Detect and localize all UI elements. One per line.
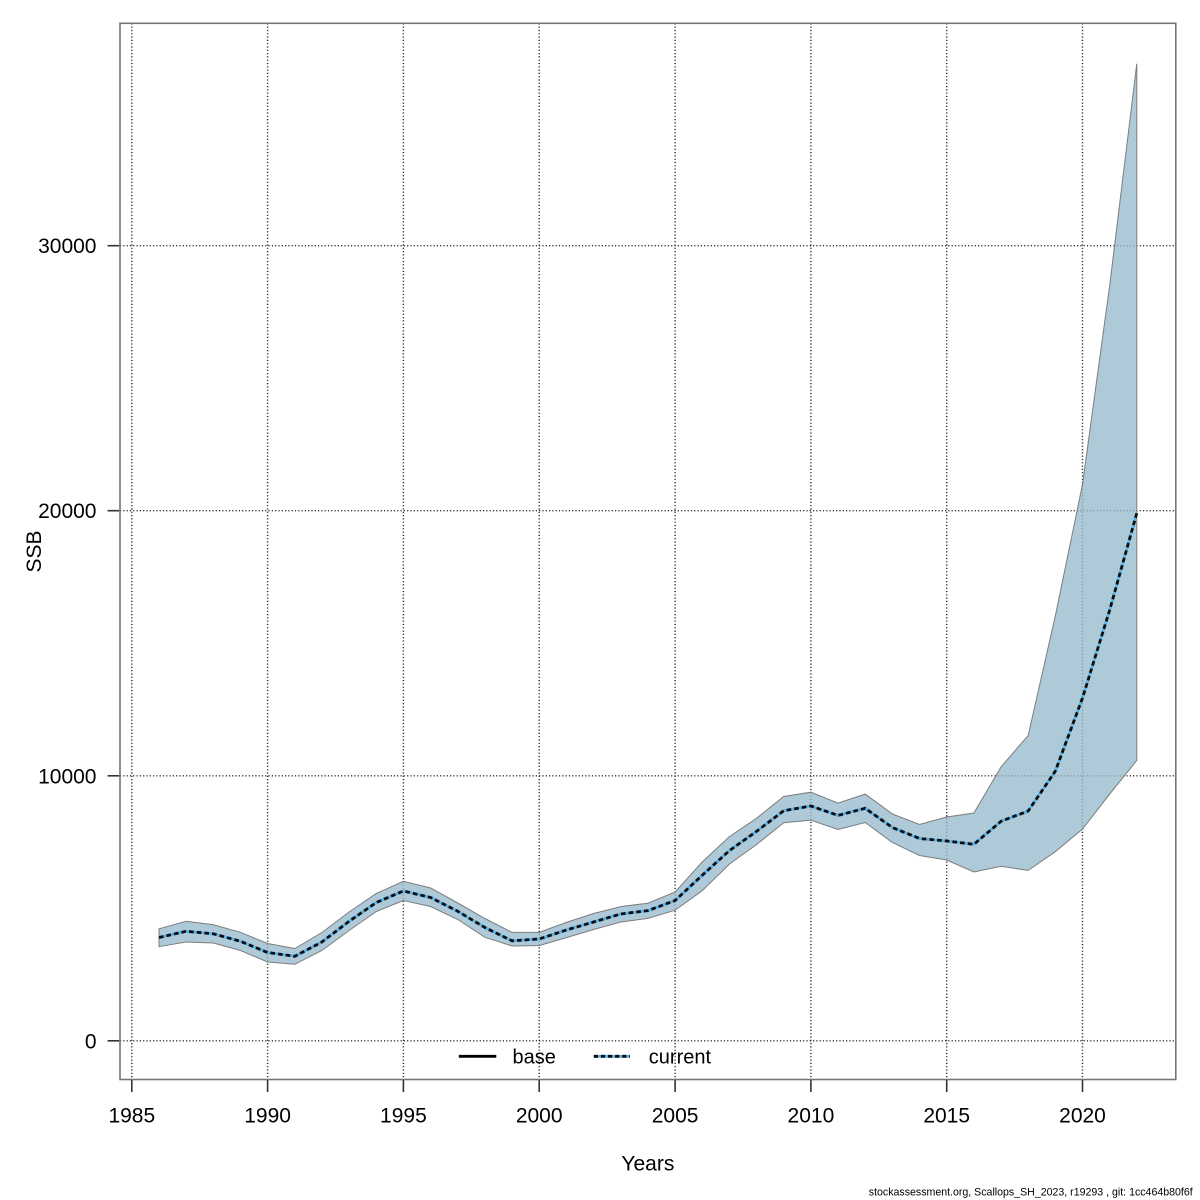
svg-text:10000: 10000	[38, 765, 96, 788]
svg-text:1985: 1985	[108, 1105, 155, 1128]
svg-text:2015: 2015	[923, 1105, 970, 1128]
svg-text:SSB: SSB	[23, 530, 46, 572]
svg-text:2020: 2020	[1059, 1105, 1106, 1128]
svg-text:1995: 1995	[380, 1105, 427, 1128]
svg-text:2000: 2000	[516, 1105, 563, 1128]
svg-text:30000: 30000	[38, 235, 96, 258]
svg-text:20000: 20000	[38, 500, 96, 523]
svg-text:base: base	[513, 1047, 556, 1069]
svg-text:stockassessment.org, Scallops_: stockassessment.org, Scallops_SH_2023, r…	[869, 1187, 1193, 1199]
svg-text:1990: 1990	[244, 1105, 291, 1128]
svg-text:Years: Years	[621, 1153, 674, 1176]
svg-text:2010: 2010	[788, 1105, 835, 1128]
svg-text:2005: 2005	[652, 1105, 699, 1128]
svg-text:current: current	[649, 1047, 712, 1069]
svg-text:0: 0	[85, 1030, 97, 1053]
